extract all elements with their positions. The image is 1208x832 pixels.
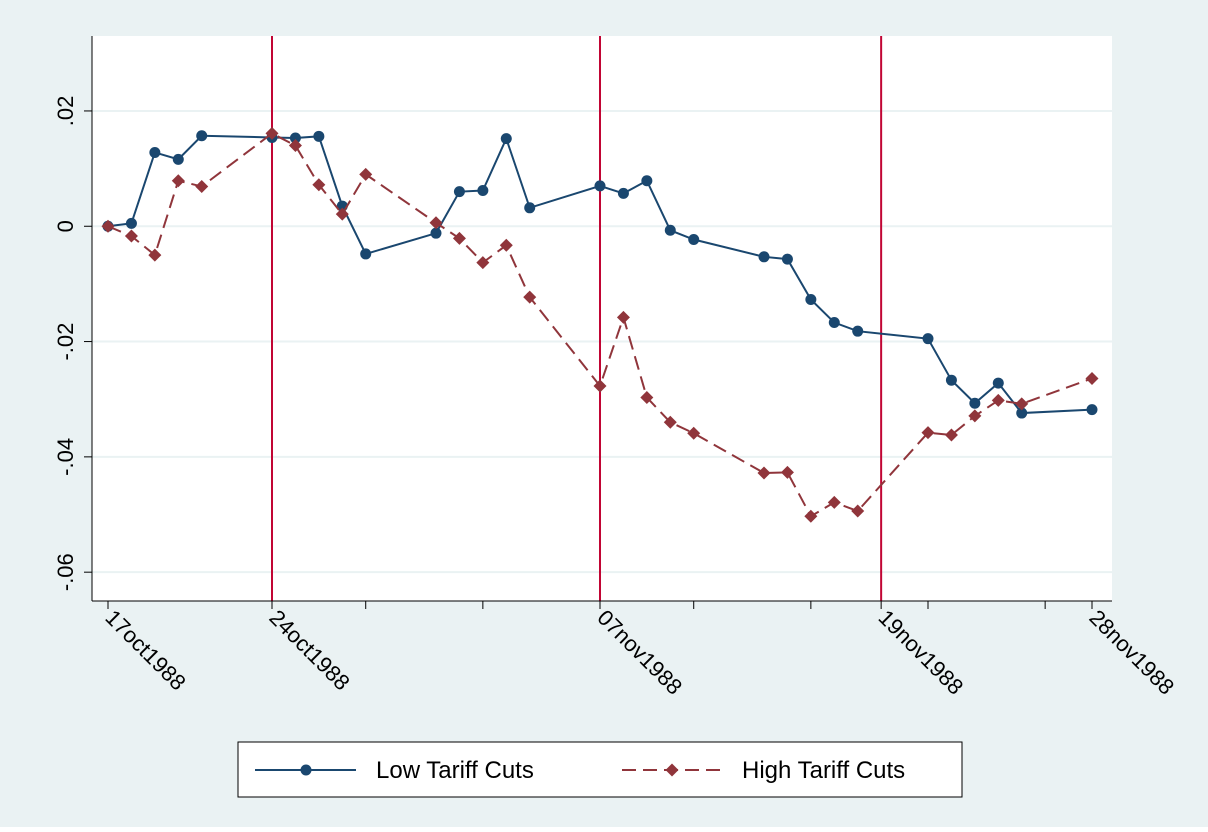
- y-tick-label-4: .02: [53, 96, 78, 127]
- series-1-point-15: [593, 379, 607, 393]
- plot-background: [92, 36, 1112, 601]
- series-1-point-25: [921, 426, 935, 440]
- series-1-point-6: [288, 139, 302, 153]
- series-1-point-29: [1015, 397, 1029, 411]
- legend-box: [237, 741, 963, 798]
- series-layer: [101, 126, 1099, 523]
- y-tick-label-1: -.04: [53, 438, 78, 476]
- series-1-point-13: [499, 238, 513, 252]
- series-1-point-22: [804, 509, 818, 523]
- series-0-point-22: [805, 293, 817, 305]
- series-0-point-14: [524, 202, 536, 214]
- series-1-point-3: [171, 174, 185, 188]
- series-1-point-21: [780, 465, 794, 479]
- series-1-point-17: [640, 390, 654, 404]
- legend-marker-low-tariff: [300, 764, 312, 776]
- series-0-point-18: [664, 224, 676, 236]
- series-0-point-2: [149, 146, 161, 158]
- legend-label-high-tariff: High Tariff Cuts: [742, 757, 905, 784]
- series-0-point-17: [641, 175, 653, 187]
- series-1-point-8: [335, 207, 349, 221]
- series-1-point-2: [148, 248, 162, 262]
- series-1-point-16: [616, 310, 630, 324]
- series-1-point-1: [124, 229, 138, 243]
- series-1-point-18: [663, 415, 677, 429]
- series-1-point-0: [101, 219, 115, 233]
- series-0-point-16: [617, 187, 629, 199]
- series-0-point-29: [1016, 407, 1028, 419]
- series-1-point-4: [195, 179, 209, 193]
- y-tick-label-3: 0: [53, 220, 78, 232]
- series-1: [101, 126, 1099, 523]
- series-0-point-4: [196, 130, 208, 142]
- series-0-point-15: [594, 180, 606, 192]
- series-0-point-25: [922, 333, 934, 345]
- series-1-point-11: [452, 231, 466, 245]
- series-1-point-12: [476, 256, 490, 270]
- series-1-point-24: [851, 504, 865, 518]
- series-0-point-24: [852, 325, 864, 337]
- series-1-point-20: [757, 466, 771, 480]
- series-0-point-7: [313, 130, 325, 142]
- series-1-point-28: [991, 393, 1005, 407]
- series-1-point-26: [944, 428, 958, 442]
- series-0-point-6: [289, 132, 301, 144]
- series-1-point-9: [359, 167, 373, 181]
- series-1-point-27: [968, 409, 982, 423]
- series-1-point-19: [687, 426, 701, 440]
- grid-layer: [92, 109, 1112, 574]
- series-0-point-30: [1086, 404, 1098, 416]
- series-0-point-13: [500, 133, 512, 145]
- series-1-point-5: [265, 126, 279, 140]
- legend-marker-high-tariff: [665, 763, 679, 777]
- series-0-point-10: [430, 227, 442, 239]
- series-0-point-19: [688, 234, 700, 246]
- series-0-point-27: [969, 397, 981, 409]
- legend-label-low-tariff: Low Tariff Cuts: [376, 757, 534, 784]
- series-0-point-12: [477, 185, 489, 197]
- y-tick-label-0: -.06: [53, 553, 78, 591]
- series-0-point-21: [781, 253, 793, 265]
- series-0-point-26: [945, 374, 957, 386]
- series-1-point-10: [429, 216, 443, 230]
- series-1-point-23: [827, 495, 841, 509]
- series-1-point-14: [523, 290, 537, 304]
- series-0-point-11: [453, 186, 465, 198]
- series-0-point-9: [360, 248, 372, 260]
- legend: Low Tariff Cuts High Tariff Cuts: [237, 741, 963, 798]
- series-0-point-20: [758, 251, 770, 263]
- series-0-point-23: [828, 317, 840, 329]
- series-0-point-1: [125, 217, 137, 229]
- series-1-point-30: [1085, 371, 1099, 385]
- y-tick-label-2: -.02: [53, 323, 78, 361]
- series-0-point-28: [992, 377, 1004, 389]
- series-0-point-3: [172, 153, 184, 165]
- series-1-point-7: [312, 178, 326, 192]
